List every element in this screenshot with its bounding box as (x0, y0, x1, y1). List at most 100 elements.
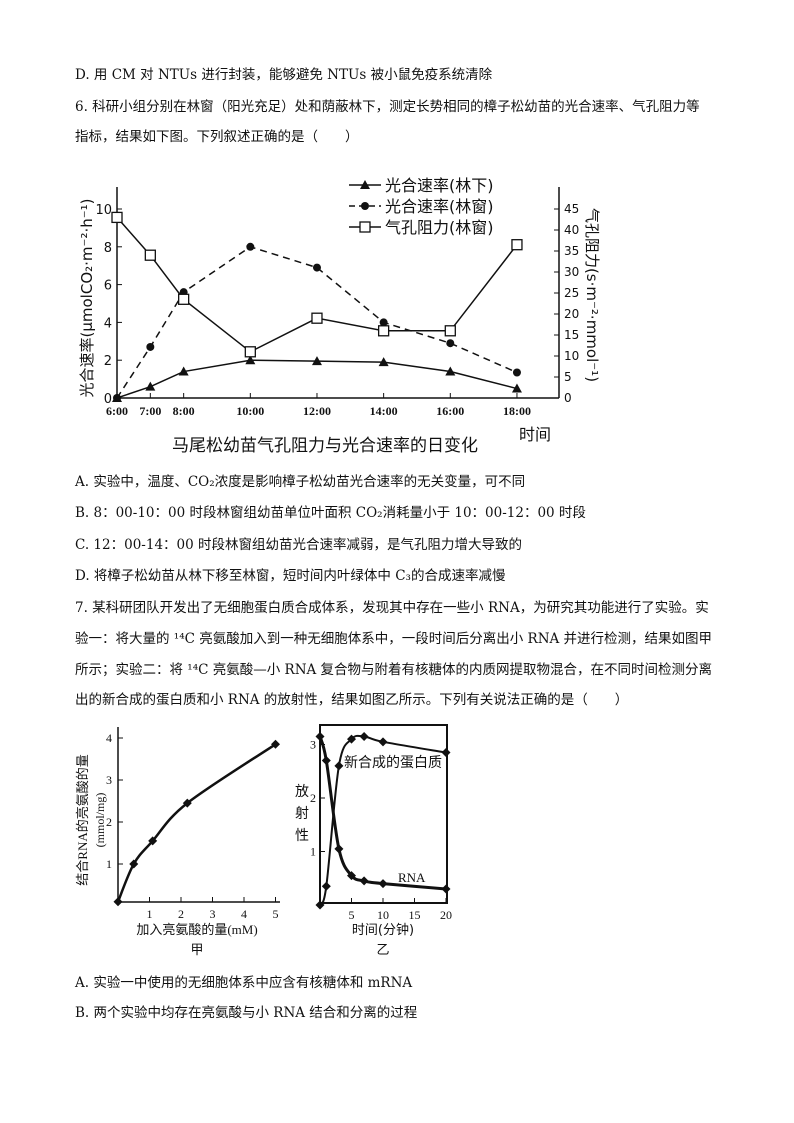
data-point-square (311, 312, 323, 324)
q7-option-b: B. 两个实验中均存在亮氨酸与小 RNA 结合和分离的过程 (75, 1005, 418, 1021)
data-point-square (244, 346, 256, 358)
x-axis-label: 加入亮氨酸的量(mM) (136, 922, 257, 937)
y-tick-label: 3 (106, 773, 112, 787)
y-tick-label: 4 (104, 316, 112, 331)
data-point-triangle (445, 366, 456, 376)
y2-tick-label: 5 (564, 370, 572, 384)
data-point-triangle (378, 357, 389, 367)
q7-stem-line-1: 7. 某科研团队开发出了无细胞蛋白质合成体系，发现其中存在一些小 RNA，为研究… (75, 600, 709, 616)
data-point-diamond (315, 900, 325, 910)
data-point-diamond (321, 881, 331, 891)
y-tick-label: 0 (104, 392, 112, 407)
y-tick-label: 2 (104, 354, 112, 369)
q6-option-d: D. 将樟子松幼苗从林下移至林窗，短时间内叶绿体中 C₃的合成速率减慢 (75, 568, 506, 584)
q6-option-a: A. 实验中，温度、CO₂浓度是影响樟子松幼苗光合速率的无关变量，可不同 (75, 474, 526, 490)
data-point-circle (113, 394, 121, 402)
data-point-square (144, 249, 156, 261)
x-tick-label: 20 (440, 908, 452, 922)
q5-option-d: D. 用 CM 对 NTUs 进行封装，能够避免 NTUs 被小鼠免疫系统清除 (75, 67, 493, 83)
data-point-triangle (178, 366, 189, 376)
chart-caption: 乙 (376, 943, 389, 958)
data-point-diamond (321, 756, 331, 766)
data-point-diamond (359, 731, 369, 741)
data-point-diamond (271, 739, 280, 749)
y2-tick-label: 20 (564, 307, 579, 321)
data-point-triangle (311, 356, 322, 366)
chart-title: 马尾松幼苗气孔阻力与光合速率的日变化 (172, 436, 478, 456)
fit-curve (116, 743, 277, 903)
y-tick-label: 1 (310, 845, 316, 859)
y2-tick-label: 45 (564, 202, 579, 216)
data-point-diamond (148, 836, 158, 846)
legend-marker-circle (361, 202, 369, 210)
data-point-square (444, 325, 456, 337)
y-tick-label: 10 (95, 203, 112, 218)
y-axis-label: 结合RNA的亮氨酸的量 (75, 754, 90, 885)
y-tick-label: 2 (106, 815, 112, 829)
data-point-square (178, 293, 190, 305)
q7-option-a: A. 实验一中使用的无细胞体系中应含有核糖体和 mRNA (75, 975, 413, 991)
q6-option-b: B. 8：00-10：00 时段林窗组幼苗单位叶面积 CO₂消耗量小于 10：0… (75, 505, 586, 521)
x-tick-label: 16:00 (436, 404, 464, 418)
data-point-circle (246, 242, 255, 251)
legend-label: 光合速率(林窗) (385, 197, 494, 216)
y-tick-label: 4 (106, 731, 112, 745)
y-axis-label: 光合速率(μmolCO₂·m⁻²·h⁻¹) (78, 198, 96, 397)
x-tick-label: 6:00 (106, 404, 128, 418)
data-point-square (111, 211, 123, 224)
data-point-triangle (245, 355, 256, 365)
q6-stem-line-1: 6. 科研小组分别在林窗（阳光充足）处和荫蔽林下，测定长势相同的樟子松幼苗的光合… (75, 99, 700, 115)
data-point-circle (312, 263, 321, 272)
data-point-diamond (113, 897, 123, 907)
x-tick-label: 18:00 (503, 404, 531, 418)
data-point-diamond (334, 761, 344, 771)
y-axis-label-char: 放 (295, 784, 309, 800)
legend-label: 光合速率(林下) (385, 176, 494, 195)
y-tick-label: 6 (104, 279, 112, 294)
series-line (116, 359, 518, 399)
x-tick-label: 5 (349, 908, 355, 922)
data-point-square (511, 239, 523, 251)
x-tick-label: 7:00 (139, 404, 161, 418)
data-point-diamond (334, 844, 344, 854)
data-point-square (377, 325, 390, 337)
data-point-diamond (359, 876, 369, 886)
x-tick-label: 15 (409, 908, 421, 922)
data-point-diamond (378, 879, 388, 889)
data-point-circle (146, 342, 155, 351)
x-tick-label: 3 (210, 907, 216, 921)
y-axis-label: 放射性 (295, 784, 309, 844)
x-tick-label: 8:00 (173, 404, 195, 418)
x-tick-label: 1 (147, 907, 153, 921)
y2-tick-label: 0 (564, 391, 572, 405)
q7-stem-line-2: 验一：将大量的 ¹⁴C 亮氨酸加入到一种无细胞体系中，一段时间后分离出小 RNA… (75, 631, 713, 647)
data-point-triangle (511, 383, 522, 393)
data-point-circle (446, 339, 455, 348)
data-point-circle (512, 368, 521, 377)
legend-marker-triangle (360, 180, 370, 189)
data-point-diamond (441, 748, 451, 758)
data-point-diamond (347, 871, 356, 881)
data-point-triangle (145, 381, 156, 391)
x-axis-label: 时间 (519, 425, 551, 444)
legend-label: 气孔阻力(林窗) (385, 218, 494, 237)
data-point-diamond (182, 798, 192, 808)
y2-tick-label: 35 (564, 244, 579, 258)
y-tick-label: 3 (310, 738, 316, 752)
x-tick-label: 4 (241, 907, 247, 921)
plot-frame (319, 724, 448, 904)
y-tick-label: 2 (310, 791, 316, 805)
y2-tick-label: 25 (564, 286, 579, 300)
series-label-rna: RNA (398, 870, 426, 885)
data-point-diamond (129, 859, 139, 869)
y2-tick-label: 40 (564, 223, 579, 237)
x-tick-label: 10:00 (236, 404, 264, 418)
data-point-diamond (315, 731, 325, 741)
data-point-diamond (347, 734, 356, 744)
series-line (116, 245, 518, 399)
q6-stem-line-2: 指标，结果如下图。下列叙述正确的是（ ） (75, 129, 359, 145)
legend-marker-square (359, 221, 371, 233)
y-axis-label-char: 射 (295, 806, 309, 822)
q7-stem-line-4: 出的新合成的蛋白质和小 RNA 的放射性，结果如图乙所示。下列有关说法正确的是（… (75, 692, 629, 708)
